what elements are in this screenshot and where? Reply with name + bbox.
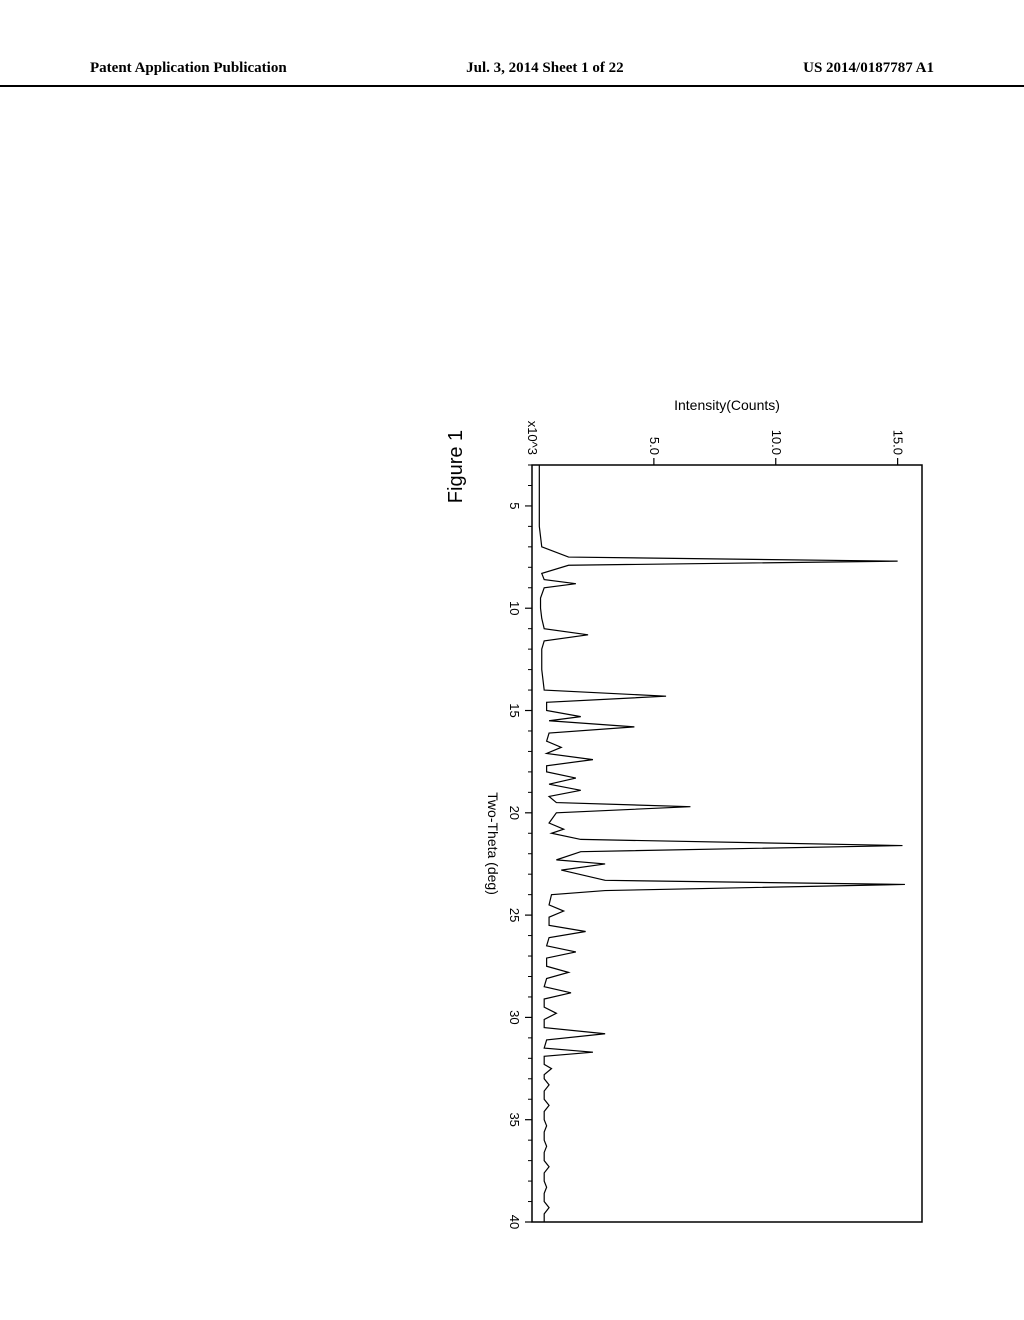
xrd-chart-container: 5101520253035405.010.015.0x10^3Two-Theta… <box>90 390 940 860</box>
svg-text:35: 35 <box>507 1112 522 1126</box>
page-header: Patent Application Publication Jul. 3, 2… <box>0 0 1024 87</box>
svg-text:5.0: 5.0 <box>647 437 662 455</box>
xrd-chart: 5 10 15 20 25 30 35 40 5.0 10.0 15.0 x10^3 Two-Theta… <box>470 390 940 1240</box>
svg-text:10: 10 <box>507 601 522 615</box>
header-right: US 2014/0187787 A1 <box>803 60 934 77</box>
svg-text:Intensity(Counts): Intensity(Counts) <box>674 397 780 413</box>
header-left: Patent Application Publication <box>90 60 287 77</box>
svg-text:5: 5 <box>507 502 522 509</box>
svg-text:Two-Theta (deg): Two-Theta (deg) <box>485 792 501 895</box>
svg-text:10.0: 10.0 <box>769 430 784 455</box>
header-center: Jul. 3, 2014 Sheet 1 of 22 <box>466 60 624 77</box>
svg-text:40: 40 <box>507 1215 522 1229</box>
svg-text:20: 20 <box>507 806 522 820</box>
svg-text:15: 15 <box>507 703 522 717</box>
svg-text:25: 25 <box>507 908 522 922</box>
svg-text:x10^3: x10^3 <box>525 421 540 455</box>
svg-text:30: 30 <box>507 1010 522 1024</box>
svg-text:15.0: 15.0 <box>891 430 906 455</box>
